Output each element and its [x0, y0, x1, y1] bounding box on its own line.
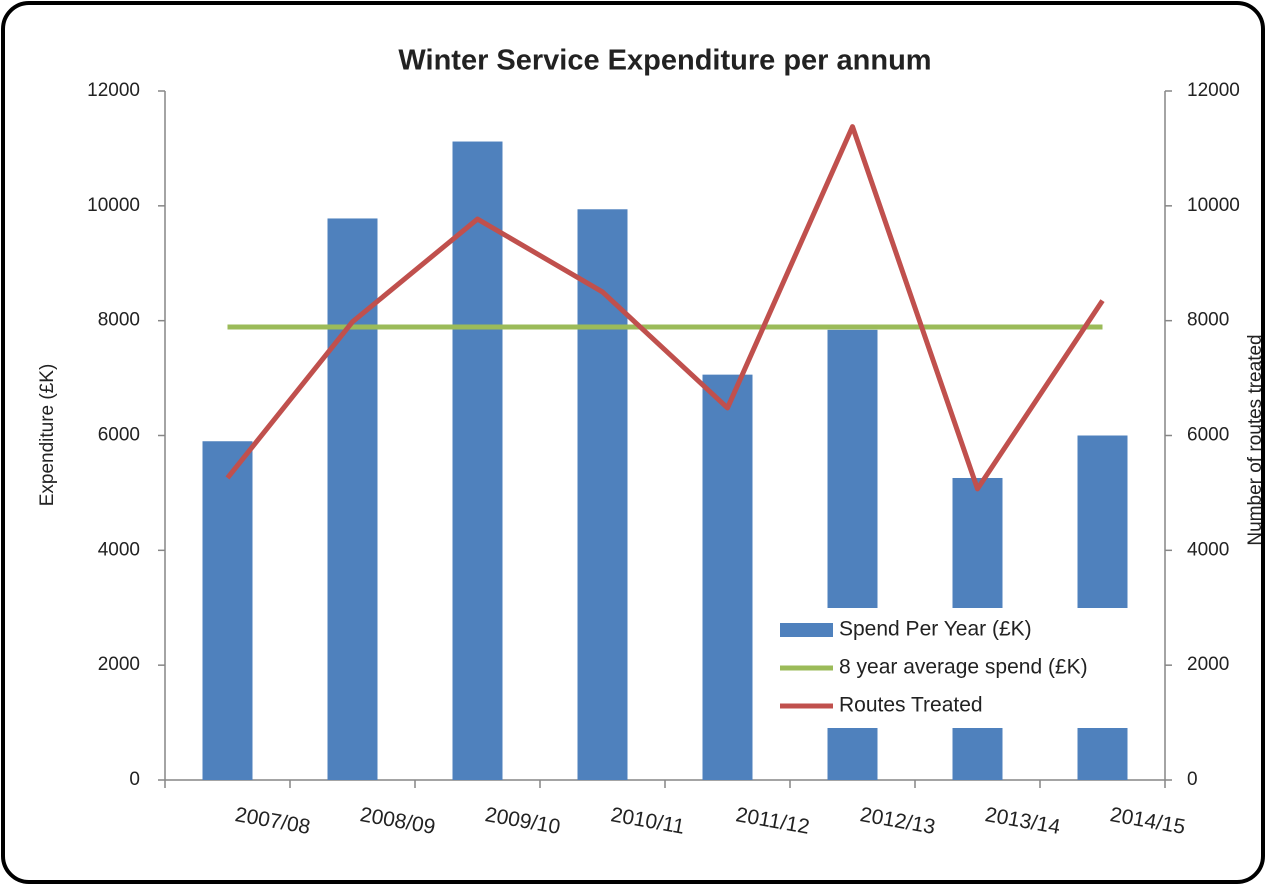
- y-tick-label: 4000: [98, 539, 140, 560]
- y-tick-label: 0: [129, 769, 140, 790]
- y2-tick-label: 4000: [1187, 539, 1229, 560]
- bar: [202, 441, 253, 780]
- y-tick-label: 6000: [98, 425, 140, 446]
- y2-tick-label: 2000: [1187, 654, 1229, 675]
- y2-axis-label: Number of routes treated: [1245, 334, 1266, 545]
- y-tick-label: 8000: [98, 310, 140, 331]
- legend-label: 8 year average spend (£K): [839, 656, 1088, 679]
- y-axis-label: Expenditure (£K): [37, 364, 58, 507]
- legend-label: Spend Per Year (£K): [839, 618, 1032, 641]
- bar: [327, 218, 378, 781]
- y-tick-label: 10000: [87, 195, 140, 216]
- y2-tick-label: 10000: [1187, 195, 1240, 216]
- bar: [1077, 435, 1128, 780]
- bar: [452, 141, 503, 780]
- y2-tick-label: 6000: [1187, 425, 1229, 446]
- legend-swatch: [780, 623, 833, 637]
- y2-tick-label: 0: [1187, 769, 1198, 790]
- legend-label: Routes Treated: [839, 694, 983, 717]
- y-tick-label: 2000: [98, 654, 140, 675]
- line-series: [225, 124, 1105, 492]
- bar: [702, 374, 753, 780]
- y-tick-label: 12000: [87, 80, 140, 101]
- y2-tick-label: 8000: [1187, 310, 1229, 331]
- y2-tick-label: 12000: [1187, 80, 1240, 101]
- chart-title: Winter Service Expenditure per annum: [398, 45, 931, 77]
